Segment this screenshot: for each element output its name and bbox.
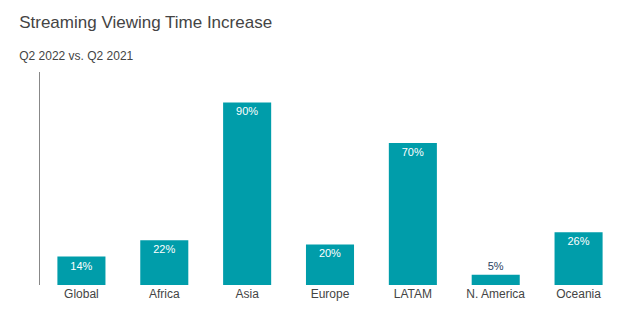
svg-text:Global: Global bbox=[64, 287, 99, 301]
svg-text:LATAM: LATAM bbox=[394, 287, 432, 301]
svg-text:Europe: Europe bbox=[311, 287, 350, 301]
svg-text:20%: 20% bbox=[319, 247, 341, 259]
svg-text:Asia: Asia bbox=[235, 287, 259, 301]
svg-text:90%: 90% bbox=[236, 105, 258, 117]
svg-text:Q2 2022 vs. Q2 2021: Q2 2022 vs. Q2 2021 bbox=[19, 49, 133, 63]
svg-text:Oceania: Oceania bbox=[556, 287, 601, 301]
svg-text:70%: 70% bbox=[402, 146, 424, 158]
svg-text:Africa: Africa bbox=[149, 287, 180, 301]
svg-text:5%: 5% bbox=[488, 260, 504, 272]
svg-text:14%: 14% bbox=[70, 260, 92, 272]
svg-text:Streaming Viewing Time Increas: Streaming Viewing Time Increase bbox=[19, 13, 272, 32]
svg-text:26%: 26% bbox=[567, 235, 589, 247]
svg-text:22%: 22% bbox=[153, 243, 175, 255]
svg-text:N. America: N. America bbox=[466, 287, 525, 301]
